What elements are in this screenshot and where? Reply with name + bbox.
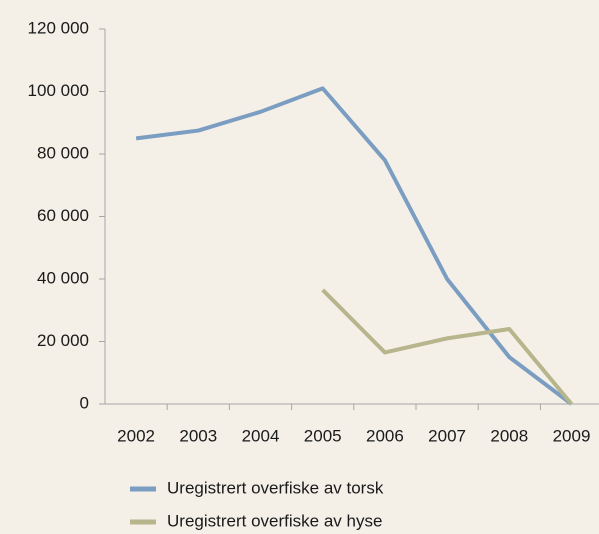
y-tick-label: 100 000 (28, 81, 89, 100)
y-tick-label: 40 000 (37, 268, 89, 287)
y-tick-label: 120 000 (28, 18, 89, 37)
series-line (321, 288, 574, 406)
y-tick-label: 80 000 (37, 143, 89, 162)
x-tick-label: 2002 (117, 426, 155, 445)
series-line (135, 86, 573, 406)
y-tick-label: 60 000 (37, 206, 89, 225)
y-tick-label: 20 000 (37, 331, 89, 350)
x-tick-label: 2004 (242, 426, 280, 445)
x-tick-label: 2006 (366, 426, 404, 445)
legend-label: Uregistrert overfiske av hyse (167, 511, 382, 530)
x-tick-label: 2007 (428, 426, 466, 445)
x-tick-label: 2003 (179, 426, 217, 445)
legend-label: Uregistrert overfiske av torsk (167, 478, 384, 497)
x-tick-label: 2008 (490, 426, 528, 445)
y-tick-label: 0 (80, 393, 89, 412)
x-tick-label: 2005 (304, 426, 342, 445)
x-tick-label: 2009 (553, 426, 591, 445)
